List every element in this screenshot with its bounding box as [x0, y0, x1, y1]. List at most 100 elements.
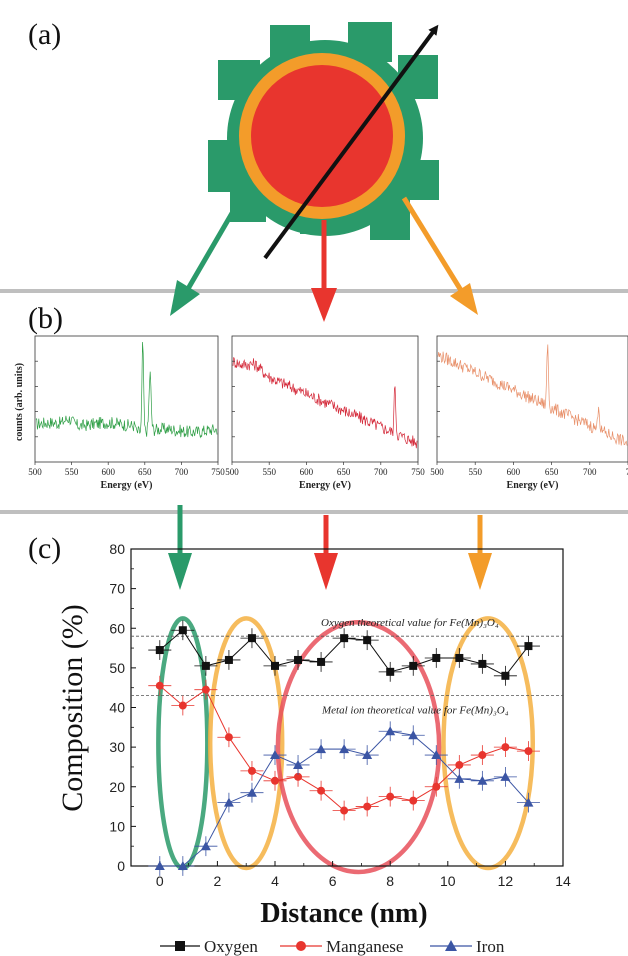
legend-iron-label: Iron	[476, 937, 505, 956]
data-point	[317, 657, 326, 666]
data-point	[178, 701, 187, 710]
x-tick-label: 12	[498, 873, 514, 889]
spectrum-xtick-label: 500	[430, 467, 444, 477]
y-tick-label: 0	[117, 858, 125, 874]
spectrum-xtick-label: 600	[507, 467, 521, 477]
data-point	[432, 782, 441, 791]
spectrum-xtick-label: 650	[138, 467, 152, 477]
green-arrow	[170, 194, 245, 316]
legend-iron: Iron	[430, 937, 505, 956]
data-point	[201, 661, 210, 670]
data-point	[178, 626, 187, 635]
x-tick-label: 4	[271, 873, 279, 889]
data-point	[154, 861, 165, 870]
data-point	[200, 841, 211, 851]
data-point	[223, 797, 234, 807]
data-point	[294, 772, 303, 781]
data-point	[363, 636, 372, 645]
data-point	[201, 685, 210, 694]
spectrum-xtick-label: 500	[28, 467, 42, 477]
orange-spectrum-xlabel: Energy (eV)	[507, 480, 559, 491]
y-tick-label: 10	[109, 818, 125, 834]
data-point	[408, 730, 419, 740]
red-ellipse	[275, 620, 442, 875]
data-point	[454, 773, 465, 783]
data-point	[409, 661, 418, 670]
orange-down-arrow	[468, 515, 492, 590]
x-tick-label: 8	[386, 873, 394, 889]
spectrum-xtick-label: 550	[262, 467, 276, 477]
data-point	[317, 786, 326, 795]
y-tick-label: 70	[109, 581, 125, 597]
data-point	[224, 733, 233, 742]
spectrum-xtick-label: 700	[583, 467, 597, 477]
spectra-panels: 500 550 600 650 700 750 Energy (eV) 500 550 600 65…	[28, 335, 628, 491]
series-iron	[148, 721, 540, 876]
y-tick-label: 50	[109, 660, 125, 676]
data-point	[155, 681, 164, 690]
data-point	[340, 806, 349, 815]
green-spectrum-trace	[35, 341, 218, 439]
data-point	[524, 747, 533, 756]
green-down-arrow	[168, 505, 192, 590]
x-tick-label: 2	[214, 873, 222, 889]
data-point	[247, 634, 256, 643]
legend-manganese: Manganese	[280, 937, 403, 956]
spectrum-xtick-label: 750	[211, 467, 225, 477]
spectrum-xtick-label: 600	[101, 467, 115, 477]
data-point	[362, 750, 373, 760]
data-point	[294, 655, 303, 664]
orange-spectrum-trace	[437, 344, 628, 446]
legend-oxygen-label: Oxygen	[204, 937, 258, 956]
data-point	[386, 792, 395, 801]
scan-direction-arrow	[263, 24, 439, 260]
y-tick-label: 30	[109, 739, 125, 755]
data-point	[271, 661, 279, 670]
green-ellipse	[156, 616, 210, 871]
spectrum-xtick-label: 700	[374, 467, 388, 477]
data-point	[501, 671, 510, 680]
orange-ellipse-left	[207, 616, 285, 871]
y-tick-label: 20	[109, 779, 125, 795]
spectrum-xtick-label: 550	[65, 467, 79, 477]
reference-line-label: Metal ion theoretical value for Fe(Mn)₃O…	[321, 705, 509, 717]
red-arrow	[311, 220, 337, 322]
green-spectrum: 500 550 600 650 700 750 Energy (eV)	[28, 335, 225, 491]
data-point	[155, 646, 164, 655]
chart-xlabel: Distance (nm)	[260, 898, 427, 929]
data-point	[270, 750, 280, 760]
red-spectrum: 500 550 600 650 700 750 Energy (eV)	[225, 335, 425, 491]
data-point	[340, 634, 349, 643]
spectrum-xtick-label: 750	[411, 467, 425, 477]
red-spectrum-xlabel: Energy (eV)	[299, 480, 351, 491]
spectrum-xtick-label: 650	[545, 467, 559, 477]
data-point	[477, 775, 488, 785]
composition-chart: 0 2 4 6 8 10 12 14 0 10 20 30 40 50 60 70 80 Oxygen theor…	[109, 541, 571, 889]
data-point	[524, 642, 533, 651]
y-tick-label: 80	[109, 541, 125, 557]
data-point	[386, 667, 395, 676]
spectrum-xtick-label: 550	[468, 467, 482, 477]
data-point	[246, 787, 257, 797]
reference-line-label: Oxygen theoretical value for Fe(Mn)₃O₄	[321, 617, 499, 629]
data-point	[247, 766, 256, 775]
panel-c-label: (c)	[28, 532, 61, 565]
spectra-ylabel: counts (arb. units)	[14, 363, 25, 441]
separator-bottom	[0, 510, 628, 514]
panel-a-label: (a)	[28, 18, 61, 51]
legend-manganese-label: Manganese	[326, 937, 403, 956]
legend-oxygen: Oxygen	[160, 937, 258, 956]
panel-b-label: (b)	[28, 302, 63, 335]
data-point	[478, 751, 487, 760]
legend: Oxygen Manganese Iron	[160, 937, 505, 956]
spectrum-xtick-label: 650	[337, 467, 351, 477]
particle-core	[251, 65, 393, 207]
x-tick-label: 14	[555, 873, 571, 889]
green-spectrum-frame	[34, 335, 219, 463]
data-point	[224, 655, 233, 664]
y-tick-label: 40	[109, 700, 125, 716]
data-point	[478, 659, 487, 668]
orange-arrow	[401, 196, 478, 315]
spectrum-xtick-label: 700	[175, 467, 189, 477]
